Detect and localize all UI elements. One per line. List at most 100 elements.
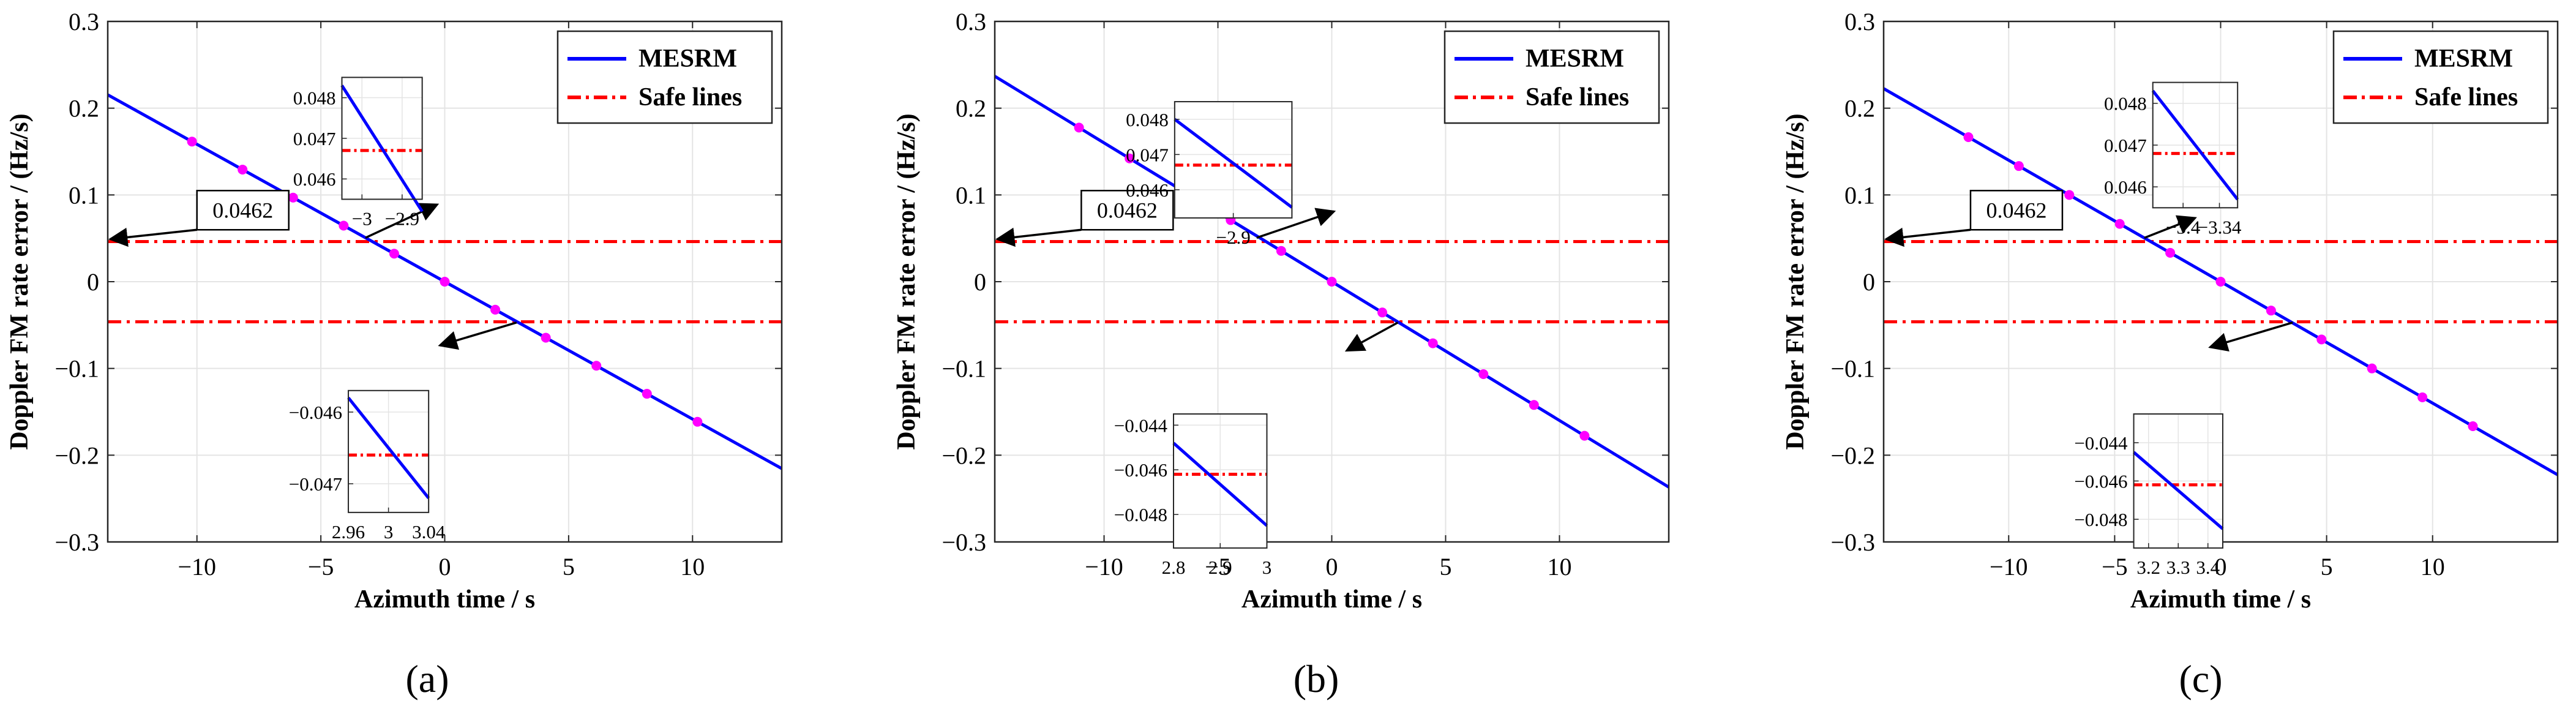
x-tick-label: −5 bbox=[308, 553, 334, 581]
data-point bbox=[2266, 306, 2276, 316]
legend: MESRM Safe lines bbox=[556, 30, 773, 124]
data-point bbox=[1579, 430, 1590, 441]
chart-panel-c: −10 −5 0 5 10 −0.3 −0.2 −0.1 0 0.1 0.2 0.3 Azimuth t… bbox=[1781, 8, 2559, 701]
data-point bbox=[2064, 190, 2075, 200]
legend-label-mesrm: MESRM bbox=[638, 45, 737, 73]
data-point bbox=[642, 389, 652, 399]
inset-mesrm-line bbox=[1172, 442, 1268, 527]
legend-label-mesrm: MESRM bbox=[1526, 45, 1624, 73]
annotation-label: 0.0462 bbox=[1986, 198, 2046, 222]
y-tick-label: −0.1 bbox=[942, 355, 986, 383]
inset-y-tick-label: 0.047 bbox=[2104, 135, 2147, 156]
y-tick-label: 0.1 bbox=[69, 181, 99, 209]
data-point bbox=[2165, 247, 2176, 258]
inset-x-tick-label: 2.8 bbox=[1162, 557, 1186, 578]
data-point bbox=[1125, 153, 1135, 163]
y-tick-label: 0.2 bbox=[69, 95, 99, 122]
data-point bbox=[1529, 400, 1539, 410]
legend-box bbox=[556, 30, 773, 124]
x-axis-label: Azimuth time / s bbox=[354, 585, 535, 614]
inset-x-tick-label: 3.04 bbox=[412, 521, 446, 543]
annotation-arrow bbox=[995, 227, 1082, 247]
y-tick-label: −0.3 bbox=[54, 528, 99, 556]
y-axis-label: Doppler FM rate error / (Hz/s) bbox=[893, 113, 921, 449]
y-tick-label: 0 bbox=[87, 268, 99, 296]
legend-label-safe: Safe lines bbox=[638, 83, 742, 111]
inset-mesrm-line bbox=[1174, 118, 1293, 209]
y-tick-label: 0.1 bbox=[956, 181, 986, 209]
data-point bbox=[238, 164, 248, 175]
annotation-label: 0.0462 bbox=[1097, 198, 1158, 222]
data-point bbox=[2013, 161, 2024, 171]
legend: MESRM Safe lines bbox=[2332, 30, 2549, 124]
inset-x-tick-label: −3.34 bbox=[2198, 216, 2242, 238]
inset-y-tick-label: 0.047 bbox=[293, 128, 336, 149]
x-tick-label: −10 bbox=[1990, 553, 2028, 581]
inset-y-tick-label: −0.047 bbox=[289, 473, 342, 495]
inset-x-tick-label: 3.2 bbox=[2136, 557, 2160, 578]
chart-panel-b: −10 −5 0 5 10 −0.3 −0.2 −0.1 0 0.1 0.2 0.3 Azimuth t… bbox=[893, 8, 1670, 701]
zoom-inset-upper: −2.9 0.046 0.047 0.048 bbox=[1126, 101, 1336, 248]
x-tick-label: −10 bbox=[1085, 553, 1123, 581]
inset-x-tick-label: 3 bbox=[384, 521, 394, 543]
zoom-inset-upper: −3 −2.9 0.046 0.047 0.048 bbox=[293, 77, 440, 239]
y-tick-label: −0.2 bbox=[942, 442, 986, 469]
x-tick-label: 10 bbox=[1547, 553, 1571, 581]
data-point bbox=[339, 220, 349, 231]
y-tick-label: −0.3 bbox=[1830, 528, 1875, 556]
y-tick-label: −0.1 bbox=[54, 355, 99, 383]
data-point bbox=[2417, 392, 2428, 402]
data-point bbox=[1428, 338, 1438, 348]
x-axis-label: Azimuth time / s bbox=[2130, 585, 2311, 614]
x-tick-label: 5 bbox=[1439, 553, 1451, 581]
y-tick-label: 0.3 bbox=[69, 8, 99, 36]
inset-y-tick-label: 0.048 bbox=[1126, 109, 1169, 130]
inset-x-tick-label: −3 bbox=[352, 208, 372, 229]
inset-frame bbox=[348, 389, 430, 513]
zoom-arrow bbox=[2208, 321, 2293, 351]
panel-label: (c) bbox=[2179, 657, 2222, 701]
y-tick-label: −0.2 bbox=[54, 442, 99, 469]
data-point bbox=[389, 249, 399, 259]
inset-y-tick-label: −0.044 bbox=[1114, 415, 1168, 436]
data-point bbox=[187, 137, 197, 147]
x-tick-label: 0 bbox=[439, 553, 451, 581]
y-tick-label: 0.3 bbox=[1844, 8, 1875, 36]
inset-y-tick-label: −0.048 bbox=[1114, 504, 1167, 525]
data-point bbox=[2215, 277, 2226, 287]
x-tick-label: 5 bbox=[563, 553, 575, 581]
inset-mesrm-line bbox=[2132, 451, 2224, 530]
legend-label-safe: Safe lines bbox=[2414, 83, 2518, 111]
y-tick-label: 0.2 bbox=[956, 95, 986, 122]
x-tick-label: 5 bbox=[2321, 553, 2333, 581]
inset-x-tick-label: −2.9 bbox=[1216, 227, 1251, 248]
legend-box bbox=[2332, 30, 2549, 124]
x-tick-label: −5 bbox=[2102, 553, 2128, 581]
annotation-box bbox=[196, 190, 290, 231]
data-point bbox=[1276, 246, 1286, 256]
zoom-arrow bbox=[438, 321, 517, 350]
y-tick-label: 0 bbox=[974, 268, 986, 296]
chart-panel-a: −10 −5 0 5 10 −0.3 −0.2 −0.1 0 0.1 0.2 0.3 Azimuth t… bbox=[6, 8, 783, 701]
inset-x-tick-label: 2.96 bbox=[332, 521, 365, 543]
inset-y-tick-label: −0.048 bbox=[2074, 509, 2127, 530]
inset-mesrm-line bbox=[340, 85, 424, 212]
x-tick-label: 10 bbox=[680, 553, 705, 581]
data-point bbox=[2468, 421, 2478, 432]
inset-y-tick-label: −0.046 bbox=[289, 402, 342, 423]
inset-y-tick-label: 0.046 bbox=[293, 168, 336, 190]
x-tick-label: −10 bbox=[178, 553, 216, 581]
x-tick-label: 10 bbox=[2421, 553, 2445, 581]
inset-x-tick-label: −2.9 bbox=[385, 208, 419, 229]
zoom-inset-lower: 3.2 3.3 3.4 −0.044 −0.046 −0.048 bbox=[2074, 321, 2293, 578]
data-point bbox=[1327, 277, 1337, 287]
y-tick-label: 0 bbox=[1863, 268, 1875, 296]
legend-label-safe: Safe lines bbox=[1526, 83, 1629, 111]
annotation-label: 0.0462 bbox=[212, 198, 273, 222]
inset-x-tick-label: 3 bbox=[1262, 557, 1272, 578]
inset-x-tick-label: 3.4 bbox=[2196, 557, 2220, 578]
data-point bbox=[1074, 122, 1084, 133]
zoom-inset-lower: 2.8 2.9 3 −0.044 −0.046 −0.048 bbox=[1114, 321, 1399, 578]
data-point bbox=[1478, 369, 1489, 380]
